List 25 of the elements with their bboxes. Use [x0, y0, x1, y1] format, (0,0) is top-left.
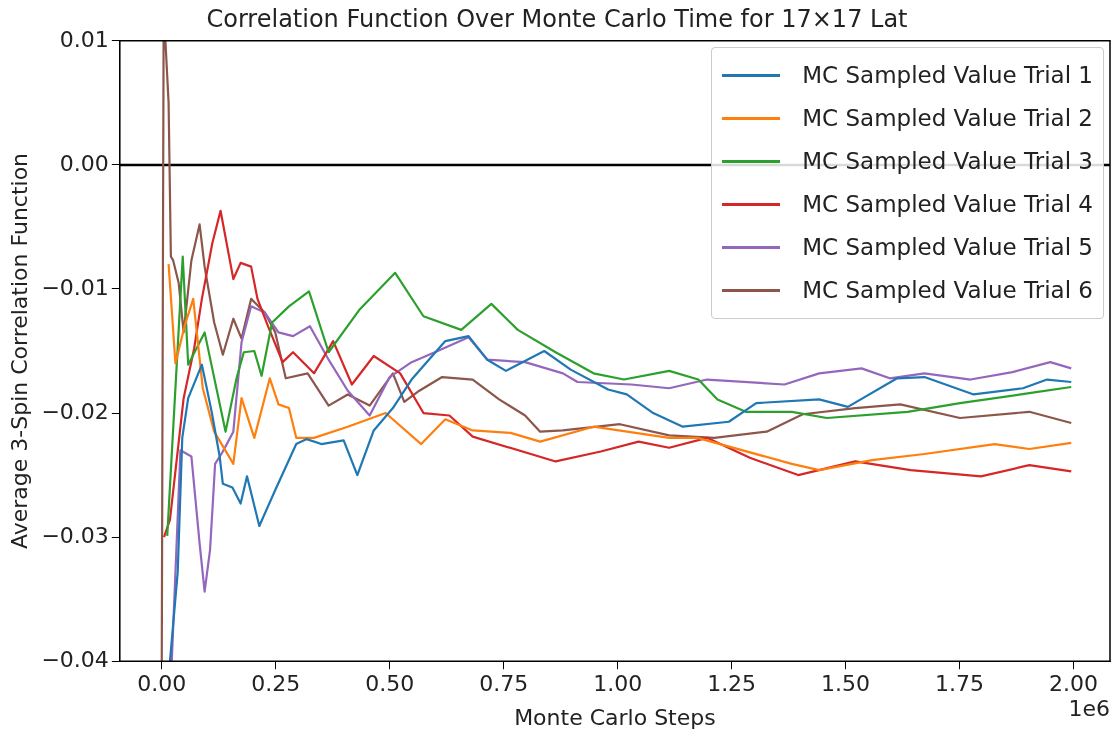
x-tick-label: 1.00: [593, 671, 643, 697]
legend-label: MC Sampled Value Trial 5: [802, 234, 1093, 261]
y-tick-label: −0.02: [41, 398, 109, 424]
x-tick-label: 0.50: [365, 671, 415, 697]
text: 1e6: [1068, 695, 1110, 721]
y-tick-label: −0.03: [41, 522, 109, 548]
chart-title: Correlation Function Over Monte Carlo Time for 17×17 Lat: [206, 4, 908, 33]
legend-label: MC Sampled Value Trial 4: [802, 191, 1093, 218]
x-tick-label: 0.25: [251, 671, 301, 697]
legend-label: MC Sampled Value Trial 1: [802, 62, 1093, 89]
x-tick-label: 0.75: [479, 671, 529, 697]
y-tick-label: −0.04: [41, 646, 109, 672]
y-tick-label: 0.00: [59, 150, 109, 176]
legend-label: MC Sampled Value Trial 3: [802, 148, 1093, 175]
x-tick-label: 2.00: [1049, 671, 1099, 697]
y-axis-title: Average 3-Spin Correlation Function: [6, 152, 32, 550]
legend-label: MC Sampled Value Trial 2: [802, 105, 1093, 132]
y-tick-label: −0.01: [41, 274, 109, 300]
x-tick-label: 1.50: [821, 671, 871, 697]
x-tick-label: 0.00: [137, 671, 187, 697]
x-axis-title: Monte Carlo Steps: [514, 704, 716, 730]
legend-label: MC Sampled Value Trial 6: [802, 277, 1093, 304]
x-tick-label: 1.25: [707, 671, 757, 697]
x-tick-label: 1.75: [935, 671, 985, 697]
y-tick-label: 0.01: [59, 26, 109, 52]
